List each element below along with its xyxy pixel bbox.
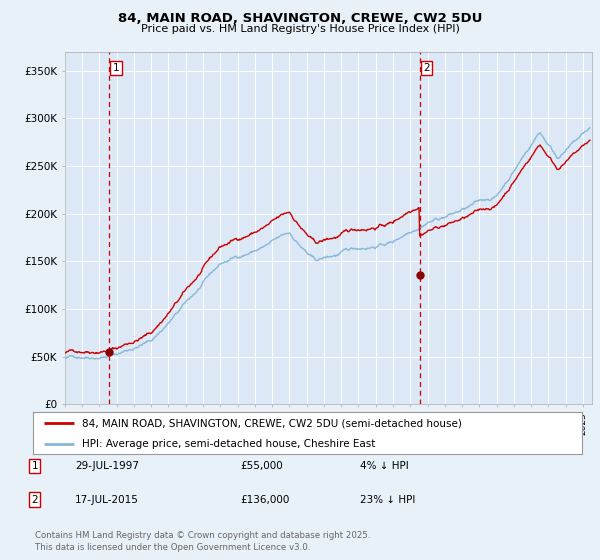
Text: 2: 2 bbox=[423, 63, 430, 73]
Text: 29-JUL-1997: 29-JUL-1997 bbox=[75, 461, 139, 471]
Text: Price paid vs. HM Land Registry's House Price Index (HPI): Price paid vs. HM Land Registry's House … bbox=[140, 24, 460, 34]
Text: 23% ↓ HPI: 23% ↓ HPI bbox=[360, 494, 415, 505]
Text: 2: 2 bbox=[31, 494, 38, 505]
Text: 4% ↓ HPI: 4% ↓ HPI bbox=[360, 461, 409, 471]
Text: HPI: Average price, semi-detached house, Cheshire East: HPI: Average price, semi-detached house,… bbox=[82, 440, 376, 449]
Text: 84, MAIN ROAD, SHAVINGTON, CREWE, CW2 5DU: 84, MAIN ROAD, SHAVINGTON, CREWE, CW2 5D… bbox=[118, 12, 482, 25]
Text: 17-JUL-2015: 17-JUL-2015 bbox=[75, 494, 139, 505]
Text: 1: 1 bbox=[31, 461, 38, 471]
Text: £136,000: £136,000 bbox=[240, 494, 289, 505]
Text: Contains HM Land Registry data © Crown copyright and database right 2025.
This d: Contains HM Land Registry data © Crown c… bbox=[35, 531, 370, 552]
Text: 84, MAIN ROAD, SHAVINGTON, CREWE, CW2 5DU (semi-detached house): 84, MAIN ROAD, SHAVINGTON, CREWE, CW2 5D… bbox=[82, 418, 462, 428]
Text: £55,000: £55,000 bbox=[240, 461, 283, 471]
Text: 1: 1 bbox=[113, 63, 119, 73]
